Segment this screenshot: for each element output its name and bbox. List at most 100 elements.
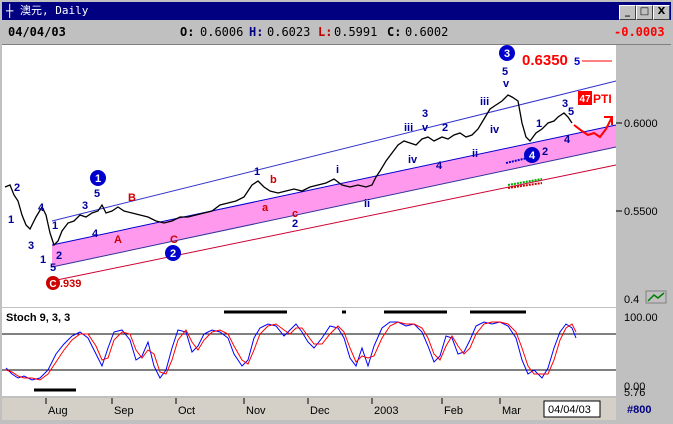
target-price-label: 0.6350 xyxy=(522,52,568,69)
month-label: Oct xyxy=(178,405,195,417)
stochastic-panel[interactable]: Stoch 9, 3, 3 100.00 0.00 5.76 xyxy=(2,308,671,396)
wave-label: 5 xyxy=(94,188,100,200)
wave-label: 5 xyxy=(568,106,574,118)
red-trend-marker xyxy=(507,182,543,189)
low-value: 0.5991 xyxy=(334,25,378,39)
svg-text:2: 2 xyxy=(170,248,176,260)
wave-label: 1 xyxy=(536,118,542,130)
price-tick-label: 0.5500 xyxy=(624,206,658,218)
wave-label-red: a xyxy=(262,202,269,214)
high-label: H: xyxy=(249,25,264,39)
wave-label: 3 xyxy=(422,108,428,120)
wave-label: ii xyxy=(364,198,370,210)
price-bottom-label: 0.4 xyxy=(624,294,639,306)
svg-text:1: 1 xyxy=(95,173,101,185)
time-axis[interactable]: Aug Sep Oct Nov Dec 2003 Feb Mar 04/04/0… xyxy=(2,398,671,420)
green-trend-marker xyxy=(507,178,543,186)
circle-marker-2: 2 xyxy=(165,245,181,261)
svg-text:3: 3 xyxy=(504,48,510,60)
wave-label-red: A xyxy=(114,234,122,246)
wave-label: iv xyxy=(490,124,500,136)
target-wave-label: 5 xyxy=(574,56,580,68)
svg-text:4: 4 xyxy=(529,150,536,162)
month-label: Nov xyxy=(246,405,266,417)
pti-badge xyxy=(578,91,592,105)
wave-label-red: B xyxy=(128,192,136,204)
month-label: Dec xyxy=(310,405,330,417)
wave-label: 4 xyxy=(436,160,443,172)
price-line xyxy=(4,94,573,247)
low-value-label: .939 xyxy=(60,278,81,290)
chart-icon-glyph xyxy=(647,292,665,302)
wave-label: 1 xyxy=(40,254,46,266)
stoch-bottom-label: 0.00 xyxy=(624,381,645,393)
wave-label: 3 xyxy=(562,98,568,110)
bar-count-label: #800 xyxy=(627,404,651,416)
window-title: 澳元, Daily xyxy=(20,4,89,17)
price-chart-svg: 2 1 4 3 1 3 5 4 1 2 5 2 1 i ii iii v 3 i… xyxy=(4,45,617,290)
minimize-button[interactable]: _ xyxy=(619,5,636,20)
maximize-button[interactable]: □ xyxy=(636,5,653,20)
wave-label: 5 xyxy=(502,66,508,78)
wave-label-red: b xyxy=(270,174,277,186)
month-label: Mar xyxy=(502,405,521,417)
channel-upper-band xyxy=(52,125,616,267)
wave-label: 4 xyxy=(92,228,99,240)
wave-label: i xyxy=(336,164,339,176)
wave-label: 2 xyxy=(56,250,62,262)
month-label: Sep xyxy=(114,405,134,417)
channel-lower-line xyxy=(51,164,617,282)
wave-label: iii xyxy=(480,96,489,108)
channel-top-line xyxy=(51,124,617,246)
month-label: Feb xyxy=(444,405,463,417)
stoch-title: Stoch 9, 3, 3 xyxy=(6,312,70,324)
wave-label: 5 xyxy=(50,262,56,274)
wave-label: 2 xyxy=(442,122,448,134)
change-value: -0.0003 xyxy=(614,25,665,39)
wave-label-red: C xyxy=(170,234,178,246)
price-tick-label: 0.6000 xyxy=(624,118,658,130)
low-label: L: xyxy=(318,25,333,39)
high-value: 0.6023 xyxy=(267,25,311,39)
title-bar[interactable]: ┼ 澳元, Daily _ □ X xyxy=(2,2,671,20)
current-date-label: 04/04/03 xyxy=(548,404,591,416)
stoch-scale-svg: 100.00 0.00 5.76 xyxy=(624,312,658,396)
wave-label: ii xyxy=(472,148,478,160)
svg-text:C: C xyxy=(49,279,56,290)
time-axis-bg xyxy=(2,398,616,420)
projection-arrowhead xyxy=(604,116,613,125)
price-scale[interactable]: 0.6000 0.5500 0.4 xyxy=(616,45,671,307)
month-label: 2003 xyxy=(374,405,398,417)
wave-label: v xyxy=(422,122,429,134)
wave-label: 1 xyxy=(52,220,58,232)
wave-label: 1 xyxy=(8,214,14,226)
channel-outer-line xyxy=(51,80,617,222)
wave-label: 3 xyxy=(82,200,88,212)
circle-marker-c: C xyxy=(46,276,60,290)
circle-marker-4: 4 xyxy=(524,147,540,163)
price-scale-svg: 0.6000 0.5500 0.4 xyxy=(616,118,667,306)
current-date-box xyxy=(543,400,601,418)
close-value: 0.6002 xyxy=(405,25,449,39)
current-date: 04/04/03 xyxy=(8,25,66,39)
wave-label-red: c xyxy=(292,208,298,220)
projection-arrow xyxy=(573,116,613,139)
close-button[interactable]: X xyxy=(653,5,670,20)
circle-marker-1: 1 xyxy=(90,170,106,186)
wave-label: 4 xyxy=(564,134,571,146)
price-chart-panel[interactable]: 2 1 4 3 1 3 5 4 1 2 5 2 1 i ii iii v 3 i… xyxy=(2,44,671,307)
wave-label: iii xyxy=(404,122,413,134)
pti-label: PTI xyxy=(593,92,612,106)
time-axis-svg: Aug Sep Oct Nov Dec 2003 Feb Mar 04/04/0… xyxy=(2,398,671,420)
stoch-d-line xyxy=(5,321,577,381)
channel-mid-line xyxy=(51,146,617,268)
open-label: O: xyxy=(180,25,195,39)
month-label: Aug xyxy=(48,405,68,417)
pti-badge-value: 47 xyxy=(579,94,591,105)
wave-label: iv xyxy=(408,154,418,166)
wave-label: 3 xyxy=(28,240,34,252)
open-value: 0.6006 xyxy=(200,25,244,39)
bar-count-box xyxy=(616,398,671,420)
circle-marker-3: 3 xyxy=(499,45,515,61)
